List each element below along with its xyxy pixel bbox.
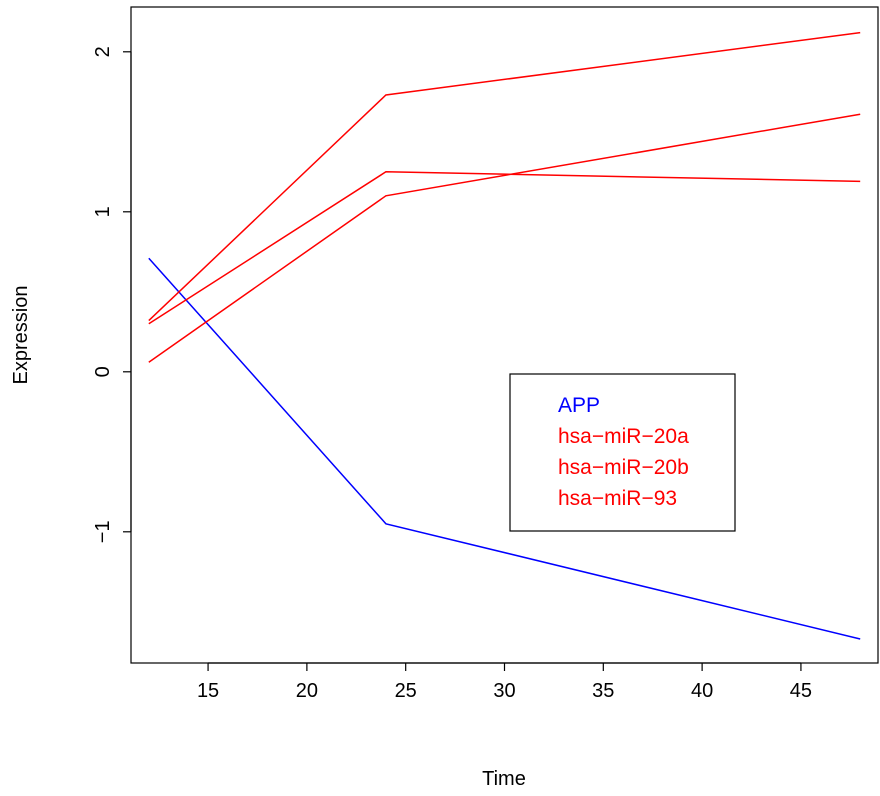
x-axis-label: Time: [482, 768, 526, 790]
x-tick-label: 15: [197, 680, 219, 702]
series-layer: [148, 31, 861, 640]
legend-entry-1: hsa−miR−20a: [558, 425, 689, 448]
series-line-2: [148, 171, 861, 325]
x-tick-label: 25: [395, 680, 417, 702]
legend-entry-0: APP: [558, 394, 600, 417]
y-tick-label: 1: [92, 206, 114, 217]
legend: APP hsa−miR−20a hsa−miR−20b hsa−miR−93: [509, 373, 736, 532]
y-axis-label: Expression: [10, 286, 32, 385]
y-tick-label: 0: [92, 366, 114, 377]
plot-frame: [130, 6, 879, 664]
legend-entry-3: hsa−miR−93: [558, 487, 677, 510]
x-tick-label: 35: [592, 680, 614, 702]
series-line-3: [148, 113, 861, 363]
x-tick-label: 45: [790, 680, 812, 702]
x-tick-label: 30: [493, 680, 515, 702]
y-axis: −1 0 1 2: [92, 46, 132, 543]
legend-box: [509, 373, 736, 532]
x-tick-label: 40: [691, 680, 713, 702]
x-tick-label: 20: [296, 680, 318, 702]
legend-entry-2: hsa−miR−20b: [558, 456, 689, 479]
x-axis: 15 20 25 30 35 40 45: [197, 662, 812, 702]
series-line-0: [148, 257, 861, 640]
y-tick-label: −1: [92, 520, 114, 543]
series-line-1: [148, 31, 861, 322]
legend-items: APP hsa−miR−20a hsa−miR−20b hsa−miR−93: [558, 394, 689, 510]
y-tick-label: 2: [92, 46, 114, 57]
